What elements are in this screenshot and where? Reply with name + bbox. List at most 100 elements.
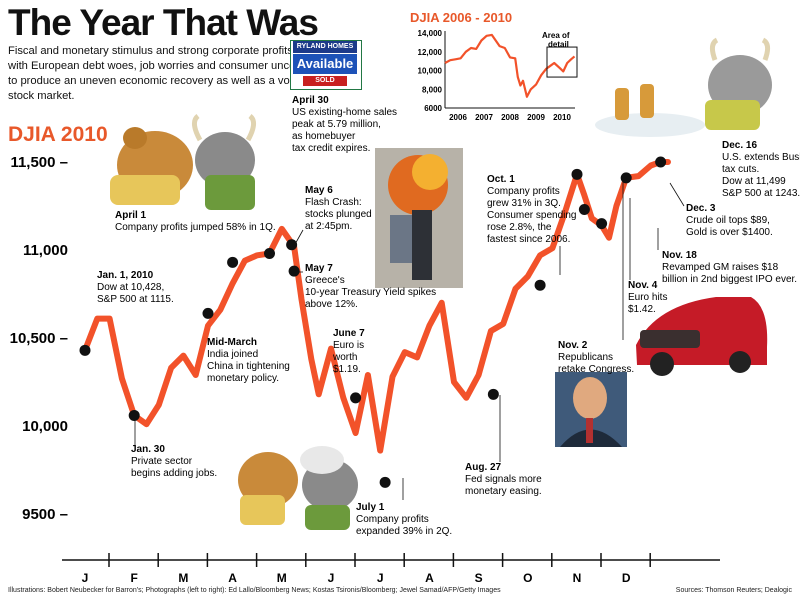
- event-title: Dec. 3: [686, 203, 716, 214]
- event-line: Crude oil tops $89,: [686, 215, 770, 226]
- bull-bear-illustration-bottom: [238, 446, 358, 530]
- event-annotation: April 1 Company profits jumped 58% in 1Q.: [115, 210, 276, 233]
- event-marker: [655, 156, 667, 168]
- event-title: May 7: [305, 263, 333, 274]
- real-estate-sign: RYLAND HOMES Available SOLD: [290, 40, 362, 90]
- month-label: J: [82, 571, 89, 585]
- inset-x-tick-label: 2007: [475, 113, 493, 122]
- event-title: Aug. 27: [465, 462, 502, 473]
- event-line: S&P 500 at 1243.: [722, 188, 800, 199]
- y-tick-label: 11,500 –: [10, 154, 68, 171]
- month-label: M: [277, 571, 287, 585]
- event-marker: [286, 239, 298, 251]
- footer-sources: Sources: Thomson Reuters; Dealogic: [675, 587, 792, 594]
- month-label: N: [573, 571, 582, 585]
- event-line: Euro hits: [628, 292, 667, 303]
- event-marker: [379, 476, 391, 488]
- event-title: June 7: [333, 328, 365, 339]
- event-marker: [288, 265, 300, 277]
- event-line: Private sector: [131, 456, 193, 467]
- event-annotation: Dec. 3 Crude oil tops $89, Gold is over $1…: [686, 203, 773, 238]
- inset-y-tick-label: 8,000: [422, 85, 443, 94]
- event-line: Greece's: [305, 275, 345, 286]
- inset-x-tick-label: 2006: [449, 113, 467, 122]
- event-annotation: Oct. 1 Company profits grew 31% in 3Q. Cons…: [487, 174, 577, 245]
- inset-x-tick-label: 2009: [527, 113, 545, 122]
- sign-main-text: Available: [293, 54, 357, 74]
- event-title: Nov. 2: [558, 340, 588, 351]
- event-title: Nov. 18: [662, 250, 697, 261]
- month-label: F: [131, 571, 138, 585]
- event-annotation: July 1 Company profits expanded 39% in 2Q.: [356, 502, 452, 537]
- event-line: S&P 500 at 1115.: [97, 294, 174, 305]
- snow-illustration-right: [595, 37, 772, 137]
- event-line: begins adding jobs.: [131, 468, 217, 479]
- event-line: Dow at 10,428,: [97, 282, 164, 293]
- event-line: fastest since 2006.: [487, 234, 570, 245]
- event-line: rose 2.8%, the: [487, 222, 552, 233]
- area-of-detail-label: Area of detail: [542, 31, 570, 49]
- event-annotation: Nov. 18 Revamped GM raises $18 billion in …: [662, 250, 797, 285]
- event-marker: [350, 392, 362, 404]
- event-title: Nov. 4: [628, 280, 658, 291]
- event-line: Flash Crash:: [305, 197, 362, 208]
- month-label: J: [377, 571, 384, 585]
- event-line: Company profits: [487, 186, 560, 197]
- event-line: Revamped GM raises $18: [662, 262, 779, 273]
- event-line: $1.19.: [333, 364, 361, 375]
- bear-bull-illustration-top: [110, 114, 256, 210]
- month-label: M: [178, 571, 188, 585]
- inset-x-tick-label: 2010: [553, 113, 571, 122]
- intro-text: Fiscal and monetary stimulus and strong …: [8, 45, 326, 102]
- event-line: peak at 5.79 million,: [292, 119, 381, 130]
- month-label: D: [622, 571, 631, 585]
- event-annotation: June 7 Euro is worth $1.19.: [332, 328, 365, 375]
- event-line: monetary policy.: [207, 373, 279, 384]
- riot-photo: [375, 148, 463, 288]
- inset-x-tick-label: 2008: [501, 113, 519, 122]
- event-line: Republicans: [558, 352, 613, 363]
- area-of-detail-line: Area of: [542, 31, 570, 40]
- event-line: Fed signals more: [465, 474, 542, 485]
- event-line: tax cuts.: [722, 164, 759, 175]
- month-label: S: [475, 571, 483, 585]
- page-title: The Year That Was: [8, 2, 319, 43]
- event-line: Gold is over $1400.: [686, 227, 773, 238]
- event-line: US existing-home sales: [292, 107, 397, 118]
- event-line: India joined: [207, 349, 258, 360]
- portrait-photo: [555, 372, 627, 447]
- event-line: stocks plunged: [305, 209, 372, 220]
- event-title: Mid-March: [207, 337, 257, 348]
- event-title: April 1: [115, 210, 147, 221]
- event-title: Jan. 1, 2010: [97, 270, 154, 281]
- y-tick-label: 11,000: [23, 242, 68, 259]
- event-line: worth: [332, 352, 357, 363]
- event-line: retake Congress.: [558, 364, 634, 375]
- event-line: above 12%.: [305, 299, 358, 310]
- area-of-detail-box: [546, 46, 578, 78]
- event-line: U.S. extends Bush: [722, 152, 800, 163]
- area-of-detail-line: detail: [548, 40, 569, 49]
- event-line: billion in 2nd biggest IPO ever.: [662, 274, 797, 285]
- event-line: Consumer spending: [487, 210, 577, 221]
- event-leader: [669, 182, 685, 207]
- event-line: Dow at 11,499: [722, 176, 786, 187]
- event-line: grew 31% in 3Q.: [487, 198, 561, 209]
- y-tick-label: 9500 –: [22, 506, 68, 523]
- event-line: tax credit expires.: [292, 143, 370, 154]
- event-title: July 1: [356, 502, 385, 513]
- month-label: A: [425, 571, 434, 585]
- event-annotation: April 30 US existing-home sales peak at 5.…: [292, 95, 397, 154]
- month-label: J: [328, 571, 335, 585]
- event-marker: [128, 409, 140, 421]
- event-marker: [578, 204, 590, 216]
- event-marker: [264, 248, 275, 260]
- event-line: $1.42.: [628, 304, 656, 315]
- event-title: Dec. 16: [722, 140, 757, 151]
- event-annotation: Aug. 27 Fed signals more monetary easing.: [465, 462, 542, 497]
- event-title: Jan. 30: [131, 444, 165, 455]
- event-marker: [79, 344, 91, 356]
- event-marker: [620, 172, 632, 184]
